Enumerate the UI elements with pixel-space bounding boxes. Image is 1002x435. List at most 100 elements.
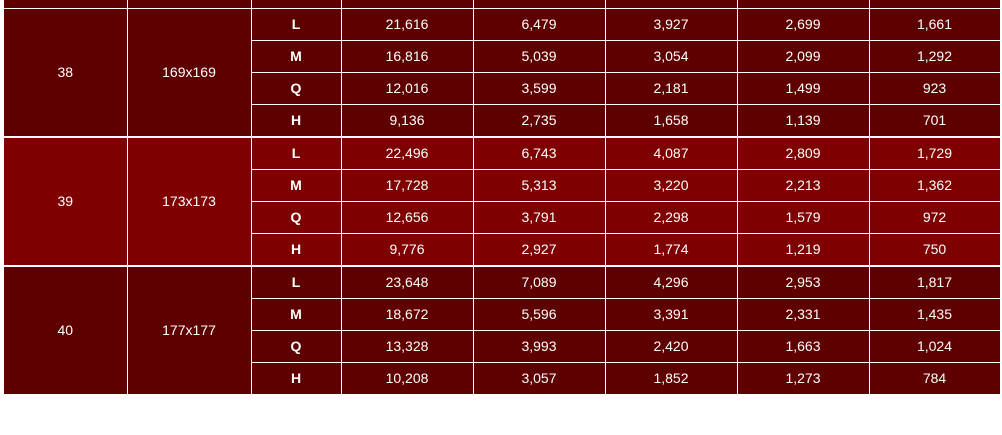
ecl-cell: H (251, 362, 342, 395)
ecl-cell: Q (251, 201, 342, 234)
table-row: M 18,672 5,596 3,391 2,331 1,435 (4, 298, 1001, 331)
table-row: H 9,136 2,735 1,658 1,139 701 (4, 104, 1001, 138)
table-row: H 9,776 2,927 1,774 1,219 750 (4, 233, 1001, 267)
ecl-cell: Q (251, 72, 342, 105)
table-top-strip (4, 0, 1001, 9)
top-strip-cell (737, 0, 870, 9)
capacity-cell: 23,648 (341, 265, 474, 299)
capacity-cell: 12,016 (341, 72, 474, 105)
capacity-cell: 4,296 (605, 265, 738, 299)
capacity-cell: 2,331 (737, 298, 870, 331)
module-size-cell: 173x173 (127, 136, 252, 267)
capacity-cell: 972 (869, 201, 1001, 234)
capacity-cell: 1,579 (737, 201, 870, 234)
capacity-cell: 701 (869, 104, 1001, 138)
ecl-cell: L (251, 136, 342, 170)
capacity-cell: 13,328 (341, 330, 474, 363)
capacity-cell: 750 (869, 233, 1001, 267)
table-row: 40 177x177 L 23,648 7,089 4,296 2,953 1,… (4, 265, 1001, 395)
version-cell: 39 (4, 136, 128, 267)
capacity-cell: 2,735 (473, 104, 606, 138)
ecl-cell: L (251, 265, 342, 299)
capacity-cell: 5,313 (473, 169, 606, 202)
capacity-cell: 5,039 (473, 40, 606, 73)
capacity-cell: 7,089 (473, 265, 606, 299)
capacity-cell: 10,208 (341, 362, 474, 395)
capacity-cell: 16,816 (341, 40, 474, 73)
capacity-cell: 1,024 (869, 330, 1001, 363)
capacity-cell: 1,362 (869, 169, 1001, 202)
qr-capacity-table: 38 169x169 L 21,616 6,479 3,927 2,699 1,… (4, 0, 1001, 395)
capacity-cell: 22,496 (341, 136, 474, 170)
capacity-cell: 9,136 (341, 104, 474, 138)
capacity-cell: 3,993 (473, 330, 606, 363)
capacity-cell: 784 (869, 362, 1001, 395)
capacity-cell: 1,817 (869, 265, 1001, 299)
capacity-cell: 3,791 (473, 201, 606, 234)
ecl-cell: Q (251, 330, 342, 363)
capacity-cell: 1,435 (869, 298, 1001, 331)
capacity-cell: 1,499 (737, 72, 870, 105)
capacity-cell: 1,292 (869, 40, 1001, 73)
top-strip-cell (251, 0, 342, 9)
table-row: H 10,208 3,057 1,852 1,273 784 (4, 362, 1001, 395)
qr-capacity-table-body: 38 169x169 L 21,616 6,479 3,927 2,699 1,… (4, 0, 1001, 395)
table-row: Q 12,656 3,791 2,298 1,579 972 (4, 201, 1001, 234)
capacity-cell: 1,774 (605, 233, 738, 267)
capacity-cell: 2,298 (605, 201, 738, 234)
table-row: M 17,728 5,313 3,220 2,213 1,362 (4, 169, 1001, 202)
ecl-cell: M (251, 169, 342, 202)
capacity-cell: 18,672 (341, 298, 474, 331)
top-strip-cell (341, 0, 474, 9)
capacity-cell: 1,219 (737, 233, 870, 267)
capacity-cell: 3,220 (605, 169, 738, 202)
table-row: Q 12,016 3,599 2,181 1,499 923 (4, 72, 1001, 105)
top-strip-cell (473, 0, 606, 9)
ecl-cell: H (251, 233, 342, 267)
capacity-cell: 3,599 (473, 72, 606, 105)
capacity-cell: 1,663 (737, 330, 870, 363)
top-strip-cell (605, 0, 738, 9)
ecl-cell: L (251, 8, 342, 41)
capacity-cell: 2,699 (737, 8, 870, 41)
capacity-cell: 9,776 (341, 233, 474, 267)
table-row: M 16,816 5,039 3,054 2,099 1,292 (4, 40, 1001, 73)
table-row: 39 173x173 L 22,496 6,743 4,087 2,809 1,… (4, 136, 1001, 267)
table-row: 38 169x169 L 21,616 6,479 3,927 2,699 1,… (4, 8, 1001, 138)
capacity-cell: 1,139 (737, 104, 870, 138)
capacity-cell: 2,213 (737, 169, 870, 202)
qr-capacity-table-container: 38 169x169 L 21,616 6,479 3,927 2,699 1,… (4, 0, 1001, 435)
capacity-cell: 2,099 (737, 40, 870, 73)
version-cell: 38 (4, 8, 128, 138)
capacity-cell: 2,953 (737, 265, 870, 299)
capacity-cell: 1,661 (869, 8, 1001, 41)
capacity-cell: 6,479 (473, 8, 606, 41)
module-size-cell: 177x177 (127, 265, 252, 395)
top-strip-cell (127, 0, 252, 9)
capacity-cell: 4,087 (605, 136, 738, 170)
top-strip-cell (869, 0, 1001, 9)
capacity-cell: 12,656 (341, 201, 474, 234)
capacity-cell: 3,391 (605, 298, 738, 331)
ecl-cell: M (251, 40, 342, 73)
capacity-cell: 5,596 (473, 298, 606, 331)
ecl-cell: M (251, 298, 342, 331)
capacity-cell: 1,273 (737, 362, 870, 395)
capacity-cell: 2,927 (473, 233, 606, 267)
capacity-cell: 21,616 (341, 8, 474, 41)
capacity-cell: 2,181 (605, 72, 738, 105)
capacity-cell: 3,927 (605, 8, 738, 41)
capacity-cell: 1,658 (605, 104, 738, 138)
version-cell: 40 (4, 265, 128, 395)
table-row: Q 13,328 3,993 2,420 1,663 1,024 (4, 330, 1001, 363)
capacity-cell: 1,729 (869, 136, 1001, 170)
capacity-cell: 2,809 (737, 136, 870, 170)
module-size-cell: 169x169 (127, 8, 252, 138)
capacity-cell: 3,054 (605, 40, 738, 73)
capacity-cell: 923 (869, 72, 1001, 105)
capacity-cell: 1,852 (605, 362, 738, 395)
ecl-cell: H (251, 104, 342, 138)
capacity-cell: 2,420 (605, 330, 738, 363)
capacity-cell: 3,057 (473, 362, 606, 395)
capacity-cell: 17,728 (341, 169, 474, 202)
